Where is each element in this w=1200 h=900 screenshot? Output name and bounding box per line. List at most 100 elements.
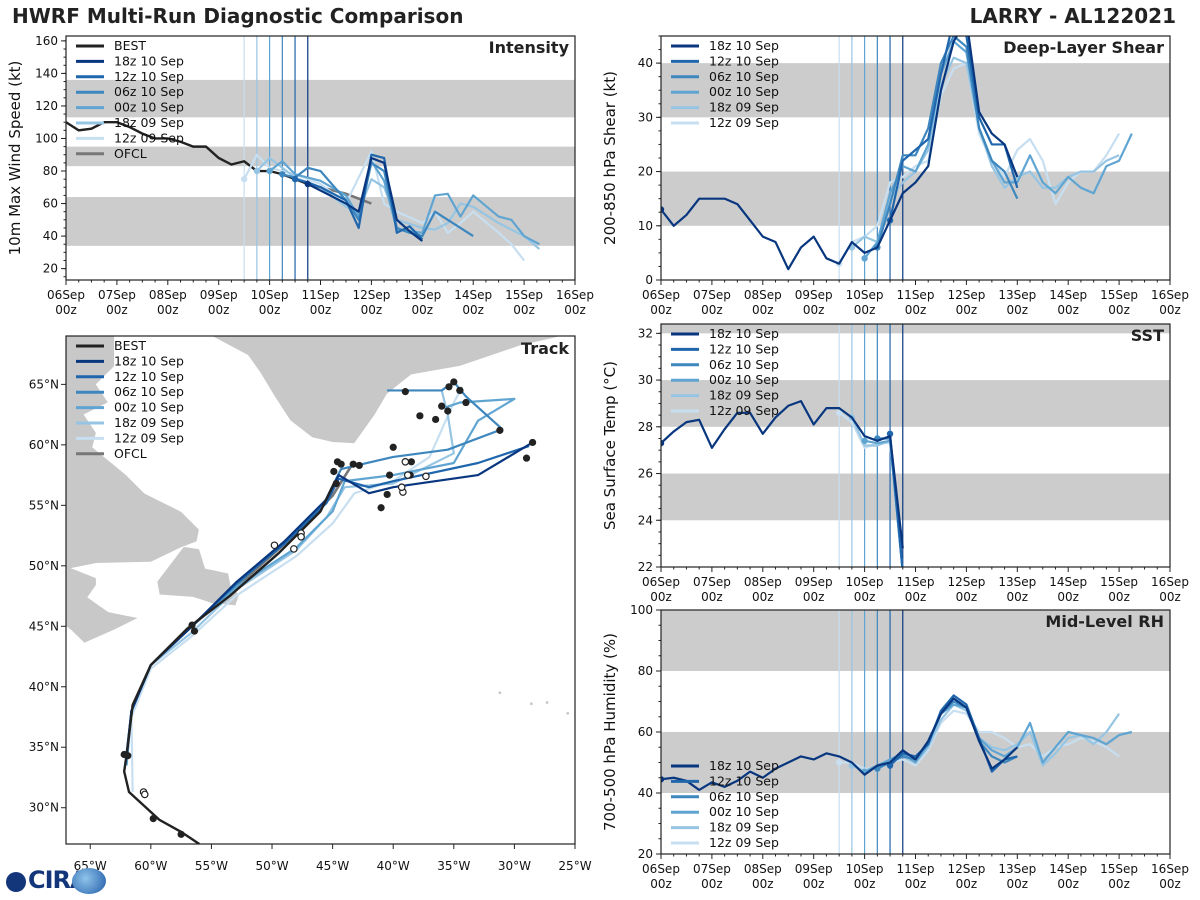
- sst-band-1: [661, 380, 1170, 427]
- shear-xtick-date-8: 14Sep: [1049, 288, 1087, 302]
- rh-xtick-hour-0: 00z: [650, 877, 672, 891]
- track-xtick-label-2: 55°W: [195, 859, 228, 873]
- intensity-xtick-hour-1: 00z: [106, 303, 128, 317]
- shear-ytick-label-1: 10: [638, 219, 653, 233]
- azores-island-0: [529, 702, 533, 706]
- rh-panel-title: Mid-Level RH: [1045, 612, 1164, 631]
- rh-series-5-start-dot: [835, 759, 843, 766]
- rh-ytick-label-0: 20: [638, 847, 653, 861]
- track-open-dot-10: [140, 790, 149, 799]
- intensity-xtick-hour-2: 00z: [157, 303, 179, 317]
- shear-plot-area: [661, 36, 1170, 280]
- track-legend-label-run-5: 12z 09 Sep: [114, 430, 184, 445]
- track-plot-area: [66, 336, 570, 844]
- sst-series-0-start-dot: [661, 439, 665, 447]
- rh-ytick-label-2: 60: [638, 725, 653, 739]
- track-ytick-label-0: 30°N: [29, 801, 59, 815]
- sst-legend-label-run-5: 12z 09 Sep: [709, 403, 779, 418]
- sst-legend-label-run-2: 06z 10 Sep: [709, 357, 779, 372]
- shear-xtick-hour-10: 00z: [1159, 303, 1181, 317]
- intensity-series-2: [282, 161, 474, 238]
- intensity-xtick-date-5: 11Sep: [302, 288, 340, 302]
- track-ytick-label-3: 45°N: [29, 619, 59, 633]
- shear-series-0-start-dot: [661, 206, 665, 213]
- intensity-xtick-date-7: 13Sep: [403, 288, 441, 302]
- shear-xtick-hour-6: 00z: [956, 303, 978, 317]
- intensity-series-0-start-dot: [304, 180, 311, 188]
- sst-xtick-hour-1: 00z: [701, 590, 723, 604]
- intensity-series-4-start-dot: [253, 167, 261, 175]
- track-open-dot-1: [422, 472, 430, 481]
- sst-xtick-hour-10: 00z: [1159, 590, 1181, 604]
- intensity-legend-label-run-1: 12z 10 Sep: [114, 69, 184, 84]
- sst-xtick-date-1: 07Sep: [693, 575, 731, 589]
- sst-xtick-date-3: 09Sep: [795, 575, 833, 589]
- cira-logo: CIRA: [4, 866, 114, 898]
- intensity-series-2-start-dot: [279, 171, 286, 178]
- sst-series-5-start-dot: [835, 409, 843, 416]
- azores-island-2: [566, 711, 570, 715]
- shear-xtick-hour-9: 00z: [1108, 303, 1130, 317]
- sst-ytick-label-2: 26: [638, 467, 653, 481]
- rh-ylabel: 700-500 hPa Humidity (%): [601, 633, 619, 831]
- rh-ytick-label-4: 100: [630, 603, 653, 617]
- rh-xtick-date-4: 10Sep: [846, 862, 884, 876]
- track-series-2-dot-0: [416, 412, 424, 420]
- track-xtick-label-6: 35°W: [437, 859, 470, 873]
- track-ytick-label-2: 40°N: [29, 680, 59, 694]
- track-series-5-dot-2: [407, 458, 415, 466]
- sst-xtick-date-9: 15Sep: [1100, 575, 1138, 589]
- track-open-dot-5: [270, 541, 279, 550]
- intensity-series-0: [307, 156, 423, 242]
- rh-xtick-date-5: 11Sep: [897, 862, 935, 876]
- track-series-2-dot-1: [496, 426, 504, 434]
- sst-xtick-hour-9: 00z: [1108, 590, 1130, 604]
- shear-xtick-date-6: 12Sep: [947, 288, 985, 302]
- shear-xtick-hour-2: 00z: [752, 303, 774, 317]
- rh-legend-label-run-4: 18z 09 Sep: [709, 820, 779, 835]
- rh-xtick-hour-6: 00z: [956, 877, 978, 891]
- intensity-xtick-date-6: 12Sep: [352, 288, 390, 302]
- intensity-xtick-hour-9: 00z: [513, 303, 535, 317]
- rh-xtick-hour-9: 00z: [1108, 877, 1130, 891]
- sst-legend-label-run-1: 12z 10 Sep: [709, 341, 779, 356]
- sst-ytick-label-3: 28: [638, 420, 653, 434]
- sst-plot-area: [661, 324, 1170, 567]
- intensity-xtick-date-3: 09Sep: [200, 288, 238, 302]
- shear-xtick-date-2: 08Sep: [744, 288, 782, 302]
- intensity-legend-label-ofcl: OFCL: [114, 146, 147, 161]
- shear-ytick-label-0: 0: [645, 273, 653, 287]
- shear-xtick-hour-1: 00z: [701, 303, 723, 317]
- shear-xtick-date-0: 06Sep: [642, 288, 680, 302]
- track-ytick-label-7: 65°N: [29, 377, 59, 391]
- intensity-band-1: [66, 146, 575, 167]
- shear-series-5: [838, 62, 1121, 265]
- track-series-0-dot-2: [528, 438, 537, 447]
- shear-legend-label-run-0: 18z 10 Sep: [709, 38, 779, 53]
- rh-xtick-hour-3: 00z: [803, 877, 825, 891]
- intensity-series-3-start-dot: [266, 167, 273, 175]
- intensity-xtick-hour-0: 00z: [55, 303, 77, 317]
- track-legend-label-run-3: 00z 10 Sep: [114, 400, 184, 415]
- track-series-1-dot-0: [337, 460, 345, 468]
- sst-xtick-date-6: 12Sep: [947, 575, 985, 589]
- track-series-3-dot-1: [462, 398, 470, 407]
- intensity-series-5-start-dot: [240, 175, 248, 183]
- shear-legend-label-run-2: 06z 10 Sep: [709, 69, 779, 84]
- shear-xtick-hour-7: 00z: [1007, 303, 1029, 317]
- track-legend-label-run-0: 18z 10 Sep: [114, 353, 184, 368]
- sst-ylabel: Sea Surface Temp (°C): [601, 361, 619, 530]
- shear-xtick-date-4: 10Sep: [846, 288, 884, 302]
- intensity-xtick-date-1: 07Sep: [98, 288, 136, 302]
- track-series-3-dot-0: [456, 386, 464, 395]
- sst-xtick-date-10: 16Sep: [1151, 575, 1189, 589]
- intensity-band-0: [66, 197, 575, 246]
- intensity-legend-label-run-3: 00z 10 Sep: [114, 100, 184, 115]
- track-open-dot-8: [290, 545, 298, 553]
- shear-xtick-date-5: 11Sep: [897, 288, 935, 302]
- track-xtick-label-7: 30°W: [498, 859, 531, 873]
- track-series-2-dot-4: [401, 388, 409, 396]
- sst-xtick-hour-3: 00z: [803, 590, 825, 604]
- intensity-ytick-label-5: 120: [35, 99, 58, 113]
- track-best-dot-5: [190, 627, 199, 635]
